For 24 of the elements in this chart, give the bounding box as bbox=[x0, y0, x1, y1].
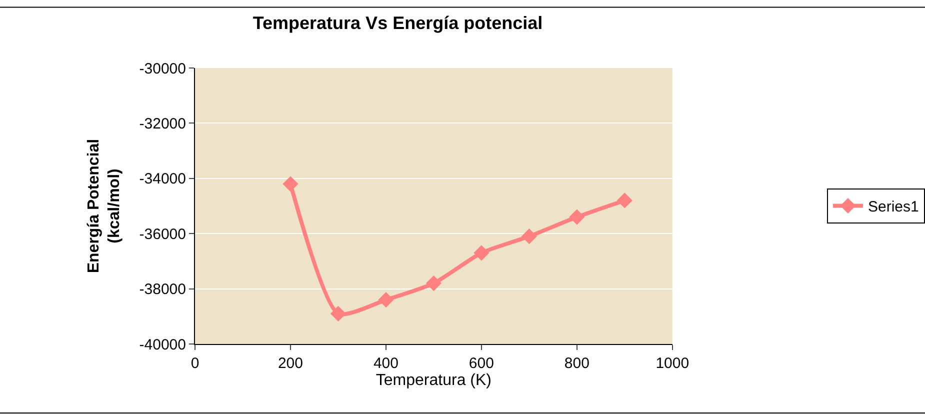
y-tick-label: -38000 bbox=[139, 281, 186, 298]
point bbox=[474, 245, 490, 261]
point bbox=[282, 176, 298, 192]
point bbox=[378, 292, 394, 308]
y-tick-label: -40000 bbox=[139, 336, 186, 354]
point bbox=[426, 275, 442, 292]
y-tick-label: -30000 bbox=[139, 60, 186, 78]
x-tick-label: 1000 bbox=[656, 355, 690, 372]
y-axis-title: Energía Potencial (kcal/mol) bbox=[85, 138, 124, 274]
x-tick-label: 800 bbox=[564, 355, 590, 372]
legend-label: Series1 bbox=[868, 198, 919, 216]
point bbox=[330, 306, 346, 322]
chart-title: Temperatura Vs Energía potencial bbox=[252, 13, 543, 34]
x-tick-label: 200 bbox=[278, 355, 303, 372]
point bbox=[569, 209, 585, 225]
y-tick-label: -32000 bbox=[139, 115, 186, 132]
x-tick-label: 600 bbox=[468, 355, 494, 372]
x-tick-label: 0 bbox=[190, 355, 200, 372]
point bbox=[521, 228, 537, 244]
x-tick-label: 400 bbox=[373, 355, 398, 372]
y-tick-label: -36000 bbox=[139, 226, 186, 243]
point bbox=[616, 192, 632, 208]
x-axis-title: Temperatura (K) bbox=[376, 372, 492, 389]
y-tick-label: -34000 bbox=[139, 170, 186, 188]
